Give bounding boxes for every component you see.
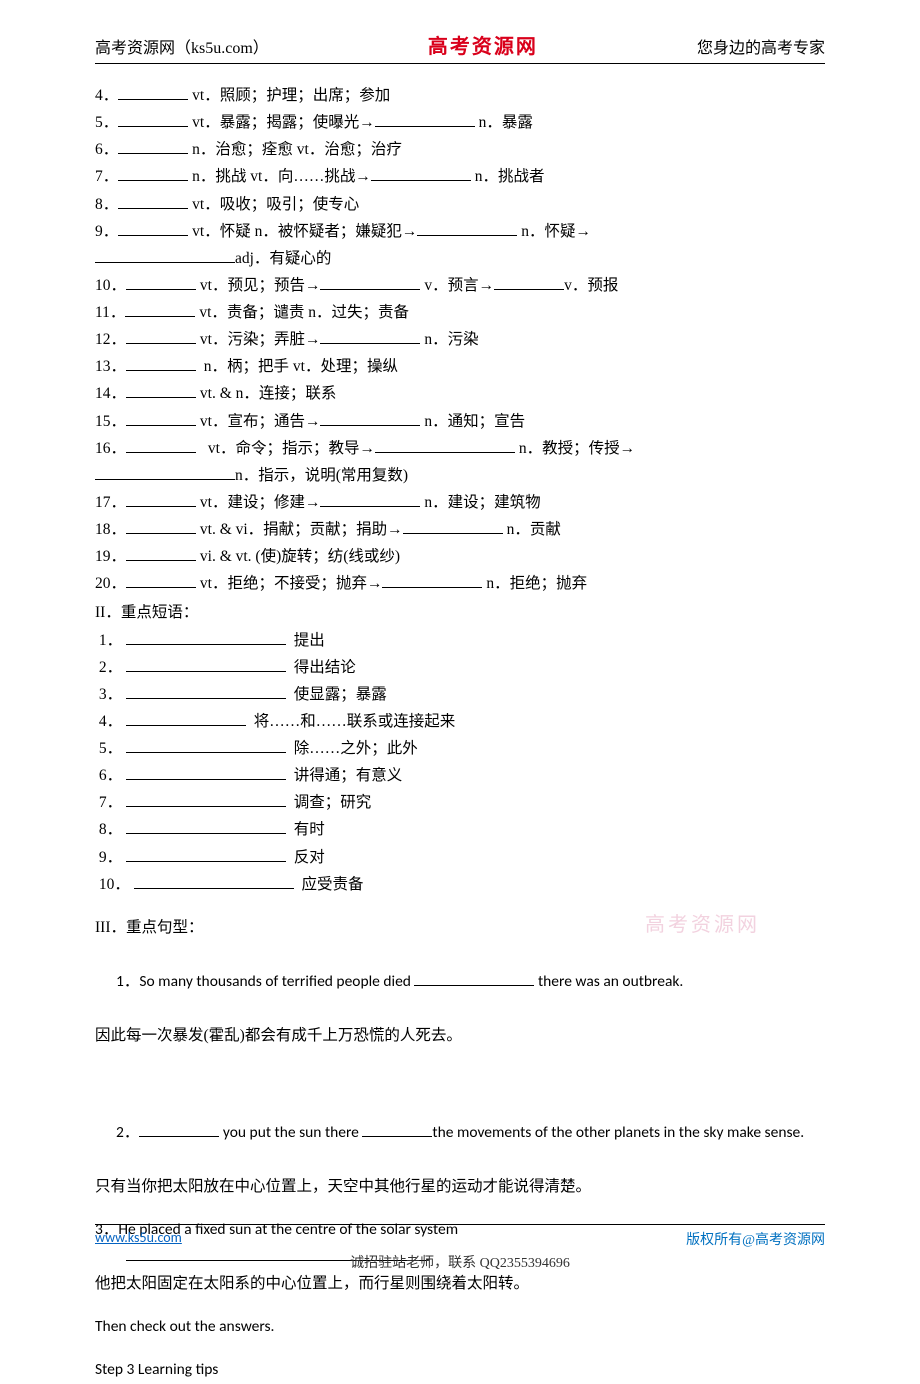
vocab-line: n．指示，说明(常用复数) [95, 462, 825, 489]
vocab-line: 9． vt．怀疑 n．被怀疑者；嫌疑犯→ n．怀疑→ [95, 218, 825, 245]
vocab-list: 4． vt．照顾；护理；出席；参加5． vt．暴露；揭露；使曝光→ n．暴露6．… [95, 82, 825, 597]
phrase-line: 4． 将……和……联系或连接起来 [95, 708, 825, 735]
sentence-1-cn: 因此每一次暴发(霍乱)都会有成千上万恐慌的人死去。 [95, 1022, 825, 1049]
vocab-line: 10． vt．预见；预告→ v．预言→v．预报 [95, 272, 825, 299]
vocab-line: 5． vt．暴露；揭露；使曝光→ n．暴露 [95, 109, 825, 136]
phrase-line: 2． 得出结论 [95, 654, 825, 681]
text: 2． [116, 1123, 139, 1142]
vocab-line: 11． vt．责备；谴责 n．过失；责备 [95, 299, 825, 326]
vocab-line: 20． vt．拒绝；不接受；抛弃→ n．拒绝；抛弃 [95, 570, 825, 597]
blank [139, 1121, 219, 1137]
vocab-line: 7． n．挑战 vt．向……挑战→ n．挑战者 [95, 163, 825, 190]
page-footer: www.ks5u.com 版权所有@高考资源网 诚招驻站老师，联系 QQ2355… [95, 1224, 825, 1272]
vocab-line: 19． vi. & vt. (使)旋转；纺(线或纱) [95, 543, 825, 570]
vocab-line: 17． vt．建设；修建→ n．建设；建筑物 [95, 489, 825, 516]
vocab-line: 8． vt．吸收；吸引；使专心 [95, 191, 825, 218]
phrases-title: II．重点短语： [95, 599, 825, 626]
footer-contact: 诚招驻站老师，联系 QQ2355394696 [95, 1252, 825, 1272]
phrase-line: 3． 使显露；暴露 [95, 681, 825, 708]
vocab-line: 12． vt．污染；弄脏→ n．污染 [95, 326, 825, 353]
text: there was an outbreak. [534, 972, 683, 991]
page-header: 高考资源网（ks5u.com） 高考资源网 您身边的高考专家 [95, 30, 825, 64]
text: 1．So many thousands of terrified people … [116, 972, 414, 991]
vocab-line: 15． vt．宣布；通告→ n．通知；宣告 [95, 408, 825, 435]
header-left: 高考资源网（ks5u.com） [95, 34, 269, 58]
blank [414, 971, 534, 987]
vocab-line: 18． vt. & vi．捐献；贡献；捐助→ n．贡献 [95, 516, 825, 543]
watermark: 高考资源网 [645, 908, 760, 937]
vocab-line: 13． n．柄；把手 vt．处理；操纵 [95, 353, 825, 380]
vocab-line: adj．有疑心的 [95, 245, 825, 272]
phrase-line: 10． 应受责备 [95, 871, 825, 898]
phrase-list: 1． 提出 2． 得出结论 3． 使显露；暴露 4． 将……和……联系或连接起来… [95, 627, 825, 898]
phrase-line: 7． 调查；研究 [95, 789, 825, 816]
header-right: 您身边的高考专家 [697, 34, 825, 58]
sentence-2: 2． you put the sun there the movements o… [95, 1091, 825, 1172]
sentence-3-cn: 他把太阳固定在太阳系的中心位置上，而行星则围绕着太阳转。 [95, 1270, 825, 1297]
sentence-2-cn: 只有当你把太阳放在中心位置上，天空中其他行星的运动才能说得清楚。 [95, 1173, 825, 1200]
phrase-line: 6． 讲得通；有意义 [95, 762, 825, 789]
phrase-line: 8． 有时 [95, 816, 825, 843]
document-body: 4． vt．照顾；护理；出席；参加5． vt．暴露；揭露；使曝光→ n．暴露6．… [95, 82, 825, 1384]
vocab-line: 16． vt．命令；指示；教导→ n．教授；传授→ [95, 435, 825, 462]
footer-copyright: 版权所有@高考资源网 [686, 1229, 825, 1249]
vocab-line: 4． vt．照顾；护理；出席；参加 [95, 82, 825, 109]
footer-link[interactable]: www.ks5u.com [95, 1229, 182, 1249]
phrase-line: 9． 反对 [95, 844, 825, 871]
text: the movements of the other planets in th… [432, 1123, 804, 1142]
phrase-line: 5． 除……之外；此外 [95, 735, 825, 762]
vocab-line: 6． n．治愈；痊愈 vt．治愈；治疗 [95, 136, 825, 163]
text: you put the sun there [219, 1123, 362, 1142]
phrase-line: 1． 提出 [95, 627, 825, 654]
sentence-1: 1．So many thousands of terrified people … [95, 941, 825, 1022]
vocab-line: 14． vt. & n．连接；联系 [95, 380, 825, 407]
check-answers: Then check out the answers. [95, 1313, 825, 1340]
blank [362, 1121, 432, 1137]
header-center: 高考资源网 [428, 30, 538, 59]
step3: Step 3 Learning tips [95, 1356, 825, 1383]
